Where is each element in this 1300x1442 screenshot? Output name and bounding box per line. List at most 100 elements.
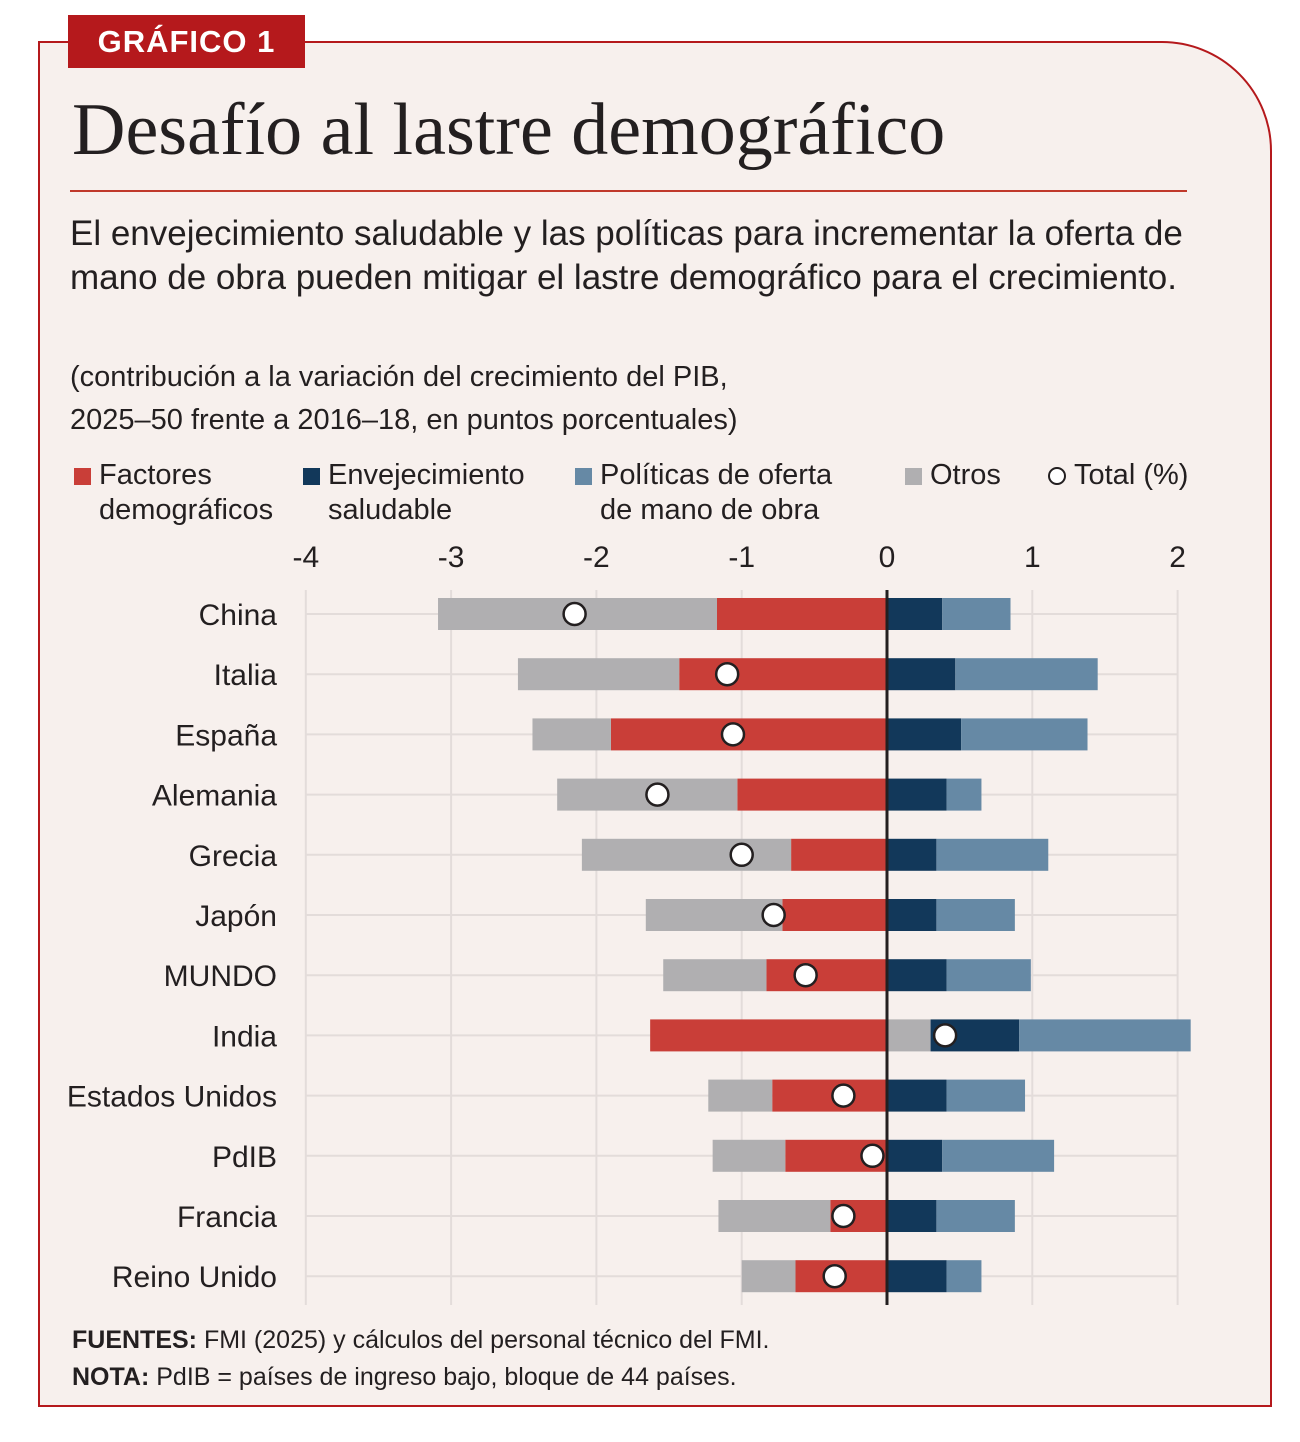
legend-politicas: Políticas de oferta de mano de obra (575, 458, 832, 528)
total-marker (793, 962, 818, 988)
bar-politicas (1019, 1019, 1191, 1052)
bar-politicas (936, 838, 1049, 871)
footnote: NOTA: PdIB = países de ingreso bajo, blo… (72, 1359, 769, 1396)
bar-otros (645, 899, 783, 931)
units-line-1: (contribución a la variación del crecimi… (70, 361, 728, 393)
legend-swatch-factores (74, 468, 91, 485)
bar-factores (610, 718, 887, 751)
category-label: India (212, 1020, 277, 1053)
bar-politicas (936, 1200, 1015, 1232)
total-marker (932, 1023, 958, 1048)
bar-envejecimiento (887, 778, 947, 811)
bar-otros (581, 838, 792, 871)
bar-otros (718, 1200, 831, 1232)
legend-swatch-politicas (575, 468, 592, 485)
sources-note: FUENTES: FMI (2025) y cálculos del perso… (72, 1322, 769, 1359)
legend-marker-total (1048, 467, 1066, 485)
bar-otros (887, 1019, 931, 1052)
legend-label: saludable (328, 494, 453, 526)
notes: FUENTES: FMI (2025) y cálculos del perso… (72, 1322, 769, 1396)
bar-factores (772, 1079, 887, 1112)
chart-tag: GRÁFICO 1 (68, 15, 305, 68)
bar-otros (517, 658, 680, 691)
sources-text: FMI (2025) y cálculos del personal técni… (197, 1326, 770, 1354)
bar-envejecimiento (887, 658, 956, 691)
x-tick-label: -4 (292, 541, 319, 574)
legend-factores: Factores demográficos (74, 458, 273, 528)
legend-label: demográficos (99, 494, 274, 526)
category-label: MUNDO (164, 960, 277, 993)
bar-envejecimiento (887, 718, 962, 751)
legend-otros: Otros (905, 458, 1001, 493)
note-text: PdIB = países de ingreso bajo, bloque de… (149, 1363, 737, 1391)
legend-swatch-envejecimiento (303, 468, 320, 485)
bar-factores (782, 899, 887, 931)
bar-factores (766, 959, 887, 992)
sources-label: FUENTES: (72, 1326, 197, 1354)
category-label: España (175, 719, 277, 752)
x-tick-label: 1 (1024, 541, 1041, 574)
total-marker (761, 902, 786, 928)
units-note: (contribución a la variación del crecimi… (70, 356, 1070, 442)
legend-total: Total (%) (1048, 458, 1188, 493)
bar-envejecimiento (887, 899, 937, 931)
legend-envejecimiento: Envejecimiento saludable (303, 458, 525, 528)
x-tick-label: -3 (438, 541, 465, 574)
bar-envejecimiento (887, 838, 937, 871)
legend-label: Factores (99, 459, 212, 491)
legend-label: Total (%) (1074, 459, 1189, 491)
total-marker (860, 1143, 885, 1169)
bar-factores (716, 598, 887, 630)
bar-otros (532, 718, 611, 751)
legend-label: Políticas de oferta (600, 459, 833, 491)
total-marker (720, 722, 746, 747)
bar-factores (650, 1019, 887, 1052)
bar-otros (712, 1139, 786, 1172)
bar-politicas (942, 1139, 1055, 1172)
bar-politicas (946, 959, 1031, 992)
x-tick-label: 0 (879, 541, 896, 574)
bar-factores (737, 778, 887, 811)
units-line-2: 2025–50 frente a 2016–18, en puntos porc… (70, 404, 738, 436)
legend-label: de mano de obra (600, 494, 820, 526)
legend-swatch-otros (905, 468, 922, 485)
bar-politicas (936, 899, 1015, 931)
bar-politicas (961, 718, 1088, 751)
total-marker (822, 1263, 847, 1289)
total-marker (831, 1203, 856, 1229)
note-label: NOTA: (72, 1363, 150, 1391)
bar-otros (663, 959, 767, 992)
category-label: Reino Unido (112, 1261, 277, 1294)
bar-politicas (946, 1260, 982, 1293)
category-label: Grecia (189, 840, 278, 873)
bar-politicas (946, 778, 982, 811)
category-label: PdIB (212, 1141, 277, 1174)
bar-envejecimiento (887, 1260, 947, 1293)
bar-envejecimiento (887, 1200, 937, 1232)
category-label: Estados Unidos (67, 1081, 277, 1114)
legend-label: Otros (930, 459, 1001, 491)
bar-factores (679, 658, 887, 691)
bar-politicas (955, 658, 1098, 691)
x-tick-label: 2 (1169, 541, 1186, 574)
bar-politicas (946, 1079, 1026, 1112)
chart-title: Desafío al lastre demográfico (72, 89, 946, 171)
chart-subtitle: El envejecimiento saludable y las políti… (70, 214, 1183, 297)
bar-envejecimiento (887, 598, 943, 630)
category-label: China (199, 599, 278, 632)
x-tick-label: -1 (728, 541, 755, 574)
bar-otros (708, 1079, 773, 1112)
title-divider (70, 190, 1187, 192)
category-label: Japón (195, 900, 277, 933)
total-marker (562, 601, 587, 627)
total-marker (831, 1083, 856, 1108)
category-label: Francia (177, 1201, 277, 1234)
bar-factores (791, 838, 887, 871)
bar-otros (741, 1260, 796, 1293)
category-label: Alemania (152, 780, 277, 813)
total-marker (729, 842, 754, 868)
bar-envejecimiento (887, 959, 947, 992)
total-marker (645, 782, 670, 807)
category-label: Italia (214, 659, 278, 692)
